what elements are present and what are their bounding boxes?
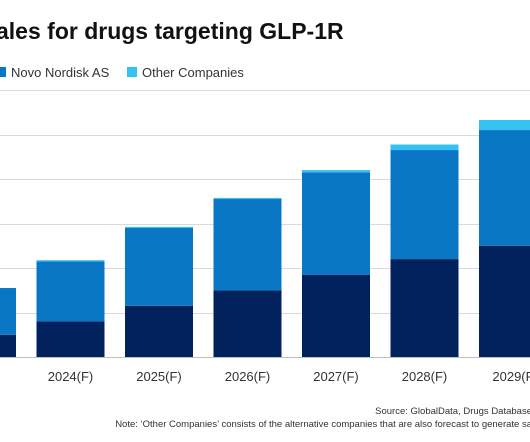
legend-swatch-other-companies	[127, 67, 137, 77]
bar-segment-s0-c4	[302, 274, 370, 357]
chart-plot-area: 2024(F) 2025(F) 2026(F) 2027(F) 2028(F) 2029(…	[0, 90, 530, 384]
legend-label-other-companies: Other Companies	[142, 64, 244, 80]
bar-segment-s0-c3	[213, 290, 282, 357]
x-tick-label: 2027(F)	[313, 369, 359, 384]
bar-segment-s1-c3	[213, 199, 282, 291]
legend-label-novo-nordisk: Novo Nordisk AS	[11, 64, 110, 80]
bar-segment-s0-c0	[0, 334, 16, 357]
bar-segment-s1-c5	[390, 150, 459, 260]
bar-segment-s0-c5	[390, 259, 459, 357]
x-tick-label: 2026(F)	[225, 369, 271, 384]
bar-segment-s2-c2	[125, 226, 193, 228]
bar-segment-s0-c6	[479, 245, 530, 357]
bar-segment-s1-c6	[479, 130, 530, 246]
footnote: Note: ‘Other Companies’ consists of the …	[115, 419, 530, 430]
bar-segment-s1-c0	[0, 288, 16, 335]
x-tick-label: 2024(F)	[48, 369, 94, 384]
bar-segment-s1-c4	[302, 172, 370, 275]
bar-segment-s2-c3	[213, 197, 282, 200]
bar-segment-s0-c2	[125, 305, 193, 357]
legend-item-other-companies: Other Companies	[127, 64, 244, 80]
bar-segment-s1-c2	[125, 227, 193, 306]
bar-segment-s0-c1	[36, 321, 105, 357]
bar-segment-s2-c4	[302, 170, 370, 173]
bar-segment-s2-c1	[36, 260, 105, 262]
x-tick-label: 2029(F	[492, 369, 530, 384]
source-note: Source: GlobalData, Drugs Database	[375, 406, 530, 417]
chart-title: ales for drugs targeting GLP-1R	[0, 18, 344, 44]
legend-swatch-novo-nordisk	[0, 67, 6, 77]
bar-segment-s1-c1	[36, 261, 105, 322]
bar-segment-s2-c5	[390, 144, 459, 151]
x-tick-label: 2028(F)	[402, 369, 448, 384]
bar-segment-s2-c6	[479, 120, 530, 131]
x-tick-label: 2025(F)	[136, 369, 182, 384]
legend-item-novo-nordisk: Novo Nordisk AS	[0, 64, 109, 80]
